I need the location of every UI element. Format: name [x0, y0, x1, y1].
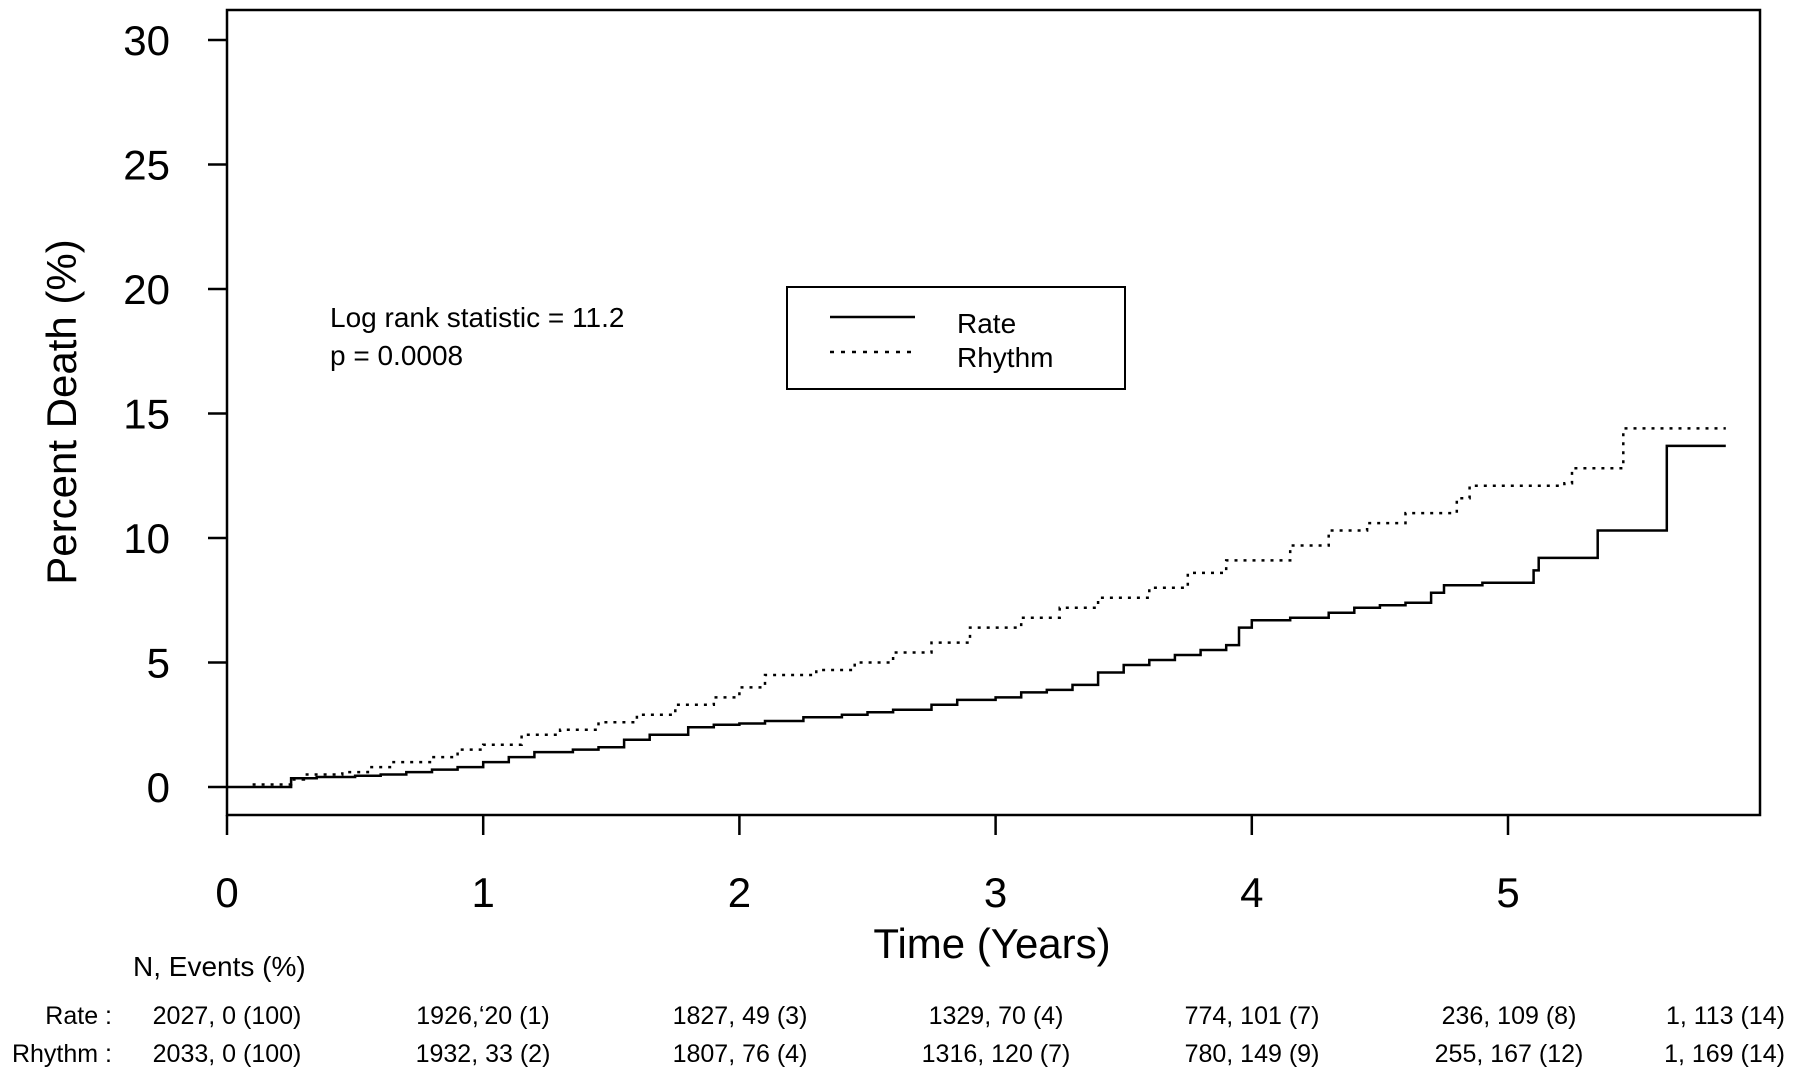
risk-cell: 1329, 70 (4): [929, 1002, 1064, 1030]
risk-cell: 1932, 33 (2): [416, 1040, 551, 1068]
x-tick-label: 2: [728, 869, 751, 916]
y-tick-label: 30: [123, 17, 170, 64]
x-tick-label: 0: [215, 869, 238, 916]
plot-frame: [225, 8, 1762, 817]
risk-cell: 1, 113 (14): [1666, 1002, 1785, 1030]
series-layer: [227, 427, 1726, 789]
y-tick-label: 0: [147, 764, 170, 811]
y-tick-label: 5: [147, 640, 170, 687]
risk-table: Rate : 2027, 0 (100) 1926,ʻ20 (1) 1827, 49 …: [12, 1002, 1785, 1068]
risk-cell: 1, 169 (14): [1664, 1040, 1785, 1068]
risk-cell: 774, 101 (7): [1185, 1002, 1320, 1030]
risk-table-header: N, Events (%): [133, 951, 306, 982]
risk-cell: 2033, 0 (100): [153, 1040, 302, 1068]
legend-box: [786, 286, 1126, 390]
risk-cell: 780, 149 (9): [1185, 1040, 1320, 1068]
risk-cell: 2027, 0 (100): [153, 1002, 302, 1030]
risk-row-label: Rhythm :: [12, 1040, 112, 1068]
x-tick-label: 4: [1240, 869, 1263, 916]
y-tick-label: 15: [123, 391, 170, 438]
x-axis-title: Time (Years): [873, 920, 1110, 967]
p-value-annotation: p = 0.0008: [330, 340, 463, 371]
y-tick-label: 10: [123, 515, 170, 562]
y-axis: 0 5 10 15 20 25 30: [123, 17, 227, 811]
risk-cell: 255, 167 (12): [1435, 1040, 1584, 1068]
risk-cell: 236, 109 (8): [1442, 1002, 1577, 1030]
risk-row-label: Rate :: [45, 1002, 112, 1030]
risk-cell: 1807, 76 (4): [673, 1040, 808, 1068]
x-tick-label: 1: [472, 869, 495, 916]
y-axis-title: Percent Death (%): [38, 239, 85, 584]
x-axis: 0 1 2 3 4 5: [215, 815, 1520, 916]
log-rank-annotation: Log rank statistic = 11.2: [330, 302, 624, 333]
legend: Rate Rhythm: [786, 286, 1126, 390]
risk-cell: 1926,ʻ20 (1): [416, 1002, 549, 1030]
legend-label-rate: Rate: [957, 308, 1016, 339]
series-rhythm-line: [252, 427, 1726, 786]
x-tick-label: 3: [984, 869, 1007, 916]
series-rate-line: [227, 444, 1726, 789]
legend-label-rhythm: Rhythm: [957, 342, 1053, 373]
x-tick-label: 5: [1496, 869, 1519, 916]
y-tick-label: 20: [123, 266, 170, 313]
y-tick-label: 25: [123, 142, 170, 189]
risk-cell: 1827, 49 (3): [673, 1002, 808, 1030]
risk-cell: 1316, 120 (7): [922, 1040, 1071, 1068]
